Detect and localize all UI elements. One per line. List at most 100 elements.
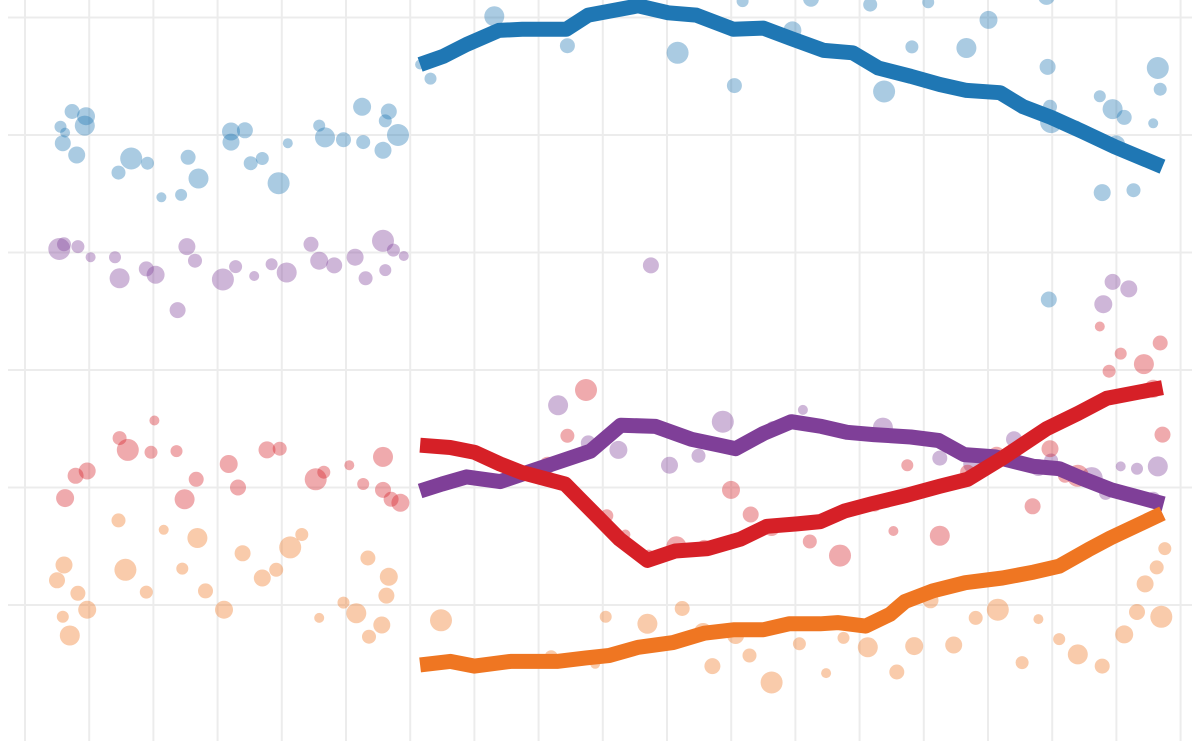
purple-poll-dot — [548, 395, 569, 416]
blue-poll-dot — [54, 120, 67, 133]
blue-poll-dot — [175, 188, 188, 201]
orange-poll-dot — [1158, 542, 1172, 556]
red-poll-dot — [1154, 426, 1171, 443]
blue-poll-dot — [726, 78, 742, 94]
blue-poll-dot — [222, 122, 240, 141]
blue-poll-dot — [1146, 57, 1169, 79]
red-poll-dot — [1114, 347, 1127, 360]
orange-poll-dot — [945, 636, 963, 654]
orange-poll-dot — [269, 562, 284, 577]
red-poll-dot — [742, 506, 759, 523]
blue-poll-dot — [736, 0, 749, 8]
blue-poll-dot — [141, 156, 154, 170]
orange-poll-dot — [70, 585, 86, 601]
red-poll-dot — [67, 467, 84, 484]
orange-poll-dot — [1129, 604, 1145, 620]
blue-poll-dot — [1040, 291, 1057, 308]
blue-poll-dot — [315, 127, 335, 148]
orange-poll-dot — [1094, 658, 1110, 674]
blue-poll-dot — [1148, 118, 1159, 129]
orange-trend-line — [419, 506, 1166, 674]
trend-lines — [417, 0, 1166, 674]
orange-poll-dot — [968, 610, 983, 625]
blue-poll-dot — [255, 152, 269, 165]
purple-poll-dot — [1131, 462, 1143, 475]
blue-poll-dot — [188, 168, 209, 189]
orange-poll-dot — [346, 603, 367, 624]
orange-poll-dot — [234, 545, 251, 562]
orange-poll-dot — [279, 536, 302, 559]
red-poll-dot — [929, 525, 950, 546]
blue-poll-dot — [156, 192, 167, 203]
purple-poll-dot — [661, 456, 678, 474]
orange-poll-dot — [198, 583, 213, 599]
red-poll-dot — [304, 468, 327, 491]
purple-poll-dot — [609, 440, 628, 459]
blue-poll-dot — [68, 146, 86, 164]
blue-poll-dot — [222, 133, 240, 151]
red-poll-dot — [174, 489, 195, 510]
orange-poll-dot — [215, 600, 233, 619]
orange-poll-dot — [49, 572, 65, 589]
orange-poll-dot — [56, 610, 69, 623]
orange-poll-dot — [362, 629, 376, 644]
orange-poll-dot — [889, 664, 905, 680]
red-poll-dot — [272, 441, 287, 456]
purple-poll-dot — [1115, 461, 1126, 472]
purple-poll-dot — [379, 264, 392, 277]
blue-poll-dot — [356, 135, 371, 150]
blue-poll-dot — [1038, 0, 1055, 5]
purple-poll-dot — [1104, 273, 1121, 290]
red-poll-dot — [722, 480, 740, 499]
blue-poll-dot — [243, 156, 258, 171]
purple-poll-dot — [169, 302, 186, 319]
orange-poll-dot — [379, 567, 398, 586]
blue-poll-dot — [74, 115, 95, 136]
purple-poll-dot — [310, 251, 329, 270]
orange-poll-dot — [1115, 625, 1134, 644]
orange-poll-dot — [1136, 575, 1154, 593]
blue-poll-dot — [77, 107, 95, 126]
orange-poll-dot — [55, 556, 73, 574]
purple-poll-dot — [372, 229, 394, 252]
orange-poll-dot — [837, 631, 850, 644]
purple-trend-line — [417, 414, 1166, 512]
orange-poll-dot — [295, 528, 309, 541]
orange-poll-dot — [599, 610, 612, 623]
purple-poll-dot — [386, 243, 400, 257]
red-poll-dot — [1102, 364, 1116, 378]
orange-poll-dot — [1150, 605, 1173, 628]
purple-poll-dot — [1120, 280, 1138, 298]
orange-poll-dot — [905, 637, 924, 656]
purple-poll-dot — [346, 248, 364, 266]
red-poll-dot — [149, 415, 160, 426]
red-poll-dot — [829, 544, 851, 567]
blue-poll-dot — [1153, 82, 1167, 96]
blue-poll-dot — [484, 6, 505, 27]
blue-poll-dot — [282, 138, 293, 149]
red-poll-dot — [219, 455, 238, 473]
blue-poll-dot — [1102, 99, 1123, 120]
orange-poll-dot — [1015, 656, 1029, 670]
orange-poll-dot — [821, 668, 832, 679]
red-poll-dot — [78, 462, 96, 480]
orange-poll-dot — [337, 596, 350, 609]
blue-poll-dot — [956, 38, 977, 58]
purple-poll-dot — [48, 238, 71, 260]
blue-poll-dot — [387, 124, 409, 146]
blue-poll-dot — [336, 132, 351, 148]
orange-poll-dot — [637, 613, 658, 634]
orange-poll-dot — [1053, 633, 1066, 646]
blue-poll-dot — [424, 72, 437, 85]
purple-poll-dot — [146, 265, 165, 284]
red-poll-dot — [1094, 321, 1105, 332]
purple-poll-dot — [229, 260, 243, 274]
purple-poll-dot — [303, 236, 319, 252]
orange-poll-dot — [314, 612, 325, 623]
red-poll-dot — [188, 471, 204, 487]
blue-poll-dot — [905, 40, 919, 54]
purple-poll-dot — [1094, 295, 1113, 314]
red-poll-dot — [317, 465, 331, 479]
blue-poll-dot — [60, 127, 71, 138]
